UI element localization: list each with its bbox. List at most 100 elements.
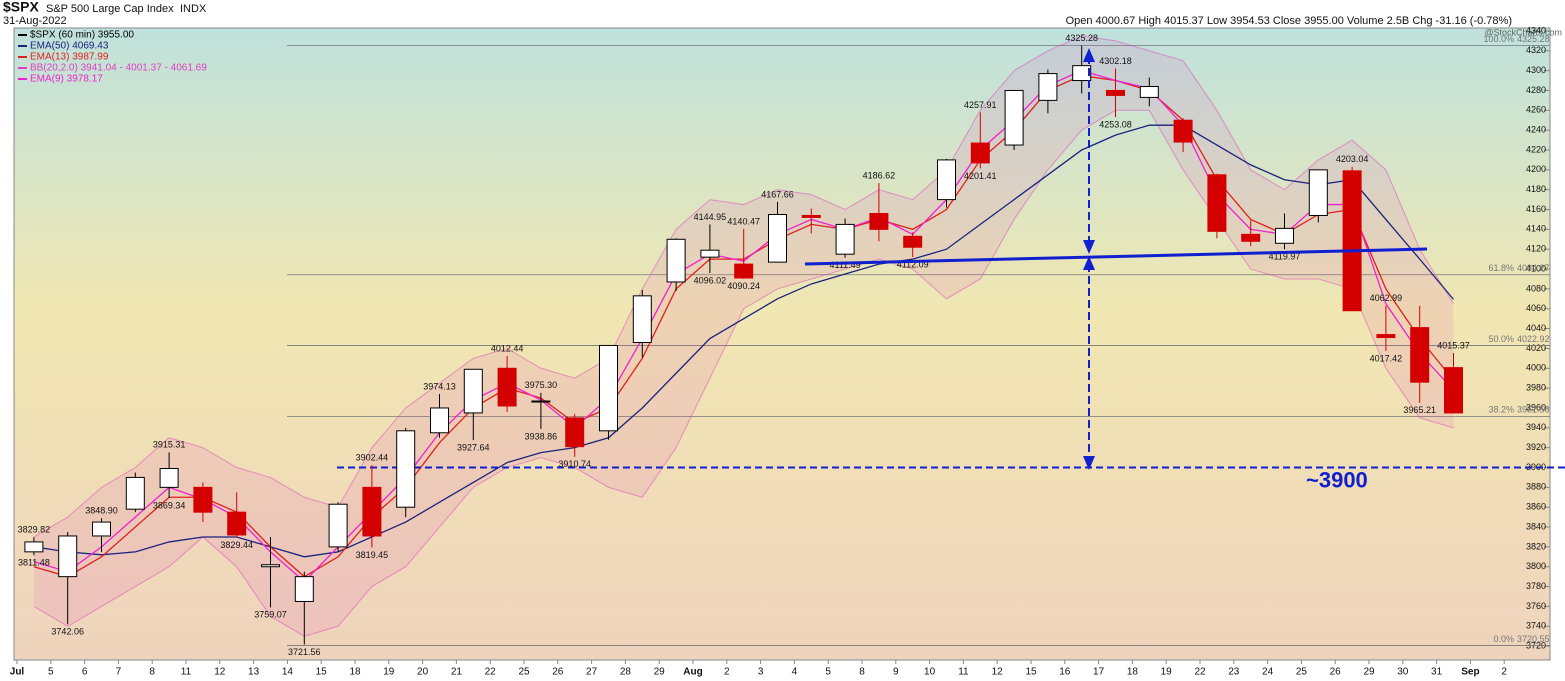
low-label: 3938.86 xyxy=(525,431,558,441)
band-edge xyxy=(33,35,1454,538)
candle-body xyxy=(58,535,78,578)
legend-label: BB(20,2.0) 3941.04 - 4001.37 - 4061.69 xyxy=(30,63,207,74)
x-tick-label: 4 xyxy=(792,667,798,678)
x-tick-label: Sep xyxy=(1461,667,1479,678)
x-tick-label: 12 xyxy=(992,667,1004,678)
candle-body xyxy=(430,407,449,434)
x-tick-label: 25 xyxy=(518,667,530,678)
low-label: 3819.45 xyxy=(356,550,389,560)
candle-body xyxy=(768,213,787,263)
y-tick-label: 3840 xyxy=(1526,521,1546,531)
high-label: 4302.18 xyxy=(1099,56,1132,66)
legend-label: EMA(50) 4069.43 xyxy=(30,41,109,52)
low-label: 3927.64 xyxy=(457,442,490,452)
candle-body xyxy=(1376,334,1396,339)
legend-label: $SPX (60 min) 3955.00 xyxy=(30,30,134,41)
y-tick-label: 3880 xyxy=(1526,482,1546,492)
high-label: 4144.95 xyxy=(694,212,727,222)
y-tick-label: 3780 xyxy=(1526,581,1546,591)
legend-label: EMA(9) 3978.17 xyxy=(30,74,103,85)
candle-body xyxy=(1410,327,1430,383)
candle-body xyxy=(24,541,44,553)
candle-body xyxy=(835,223,855,255)
y-tick-label: 4180 xyxy=(1526,184,1546,194)
candle-body xyxy=(970,142,990,164)
high-label: 4186.62 xyxy=(863,170,896,180)
high-label: 4257.91 xyxy=(964,100,997,110)
y-tick-label: 4000 xyxy=(1526,363,1546,373)
candle-body xyxy=(1106,89,1125,96)
x-tick-label: 29 xyxy=(654,667,666,678)
x-tick-label: 26 xyxy=(552,667,564,678)
subtitle: S&P 500 Large Cap Index xyxy=(46,3,174,15)
low-label: 3965.21 xyxy=(1403,405,1436,415)
candle-body xyxy=(666,238,686,283)
x-tick-label: 9 xyxy=(893,667,899,678)
candle-body xyxy=(1308,169,1328,216)
x-tick-label: 13 xyxy=(248,667,260,678)
x-tick-label: Aug xyxy=(683,667,702,678)
candle-body xyxy=(463,368,483,414)
y-tick-label: 4240 xyxy=(1526,125,1546,135)
candle-body xyxy=(565,417,585,448)
x-tick-label: 20 xyxy=(417,667,429,678)
exchange: INDX xyxy=(180,3,207,15)
y-tick-label: 4280 xyxy=(1526,85,1546,95)
x-tick-label: 17 xyxy=(1093,667,1105,678)
candle-body xyxy=(531,400,551,403)
candle-body xyxy=(497,367,517,407)
high-label: 3915.31 xyxy=(153,440,186,450)
low-label: 4201.41 xyxy=(964,171,997,181)
date: 31-Aug-2022 xyxy=(3,15,67,27)
x-tick-label: 10 xyxy=(924,667,936,678)
y-tick-label: 4320 xyxy=(1526,45,1546,55)
y-tick-label: 3940 xyxy=(1526,422,1546,432)
candle-body xyxy=(700,249,720,258)
low-label: 3811.48 xyxy=(18,558,50,568)
candle-body xyxy=(1038,73,1058,101)
trend-line xyxy=(804,247,1428,266)
x-tick-label: 24 xyxy=(1262,667,1274,678)
x-tick-label: 8 xyxy=(149,667,155,678)
x-tick-label: 2 xyxy=(724,667,730,678)
annotations xyxy=(804,48,1428,470)
y-tick-label: 4040 xyxy=(1526,323,1546,333)
candle-body xyxy=(125,476,145,510)
candle-body xyxy=(193,486,213,513)
x-tick-label: 5 xyxy=(48,667,54,678)
low-label: 3829.44 xyxy=(220,540,253,550)
legend-label: EMA(13) 3987.99 xyxy=(30,52,109,63)
high-label: 4062.99 xyxy=(1370,293,1403,303)
y-tick-label: 4340 xyxy=(1526,25,1546,35)
high-label: 3902.44 xyxy=(356,452,389,462)
fib-label: 50.0% xyxy=(1488,334,1514,344)
high-label: 4012.44 xyxy=(491,343,524,353)
candle-body xyxy=(937,159,956,201)
fib-value: 4325.28 xyxy=(1517,34,1550,44)
y-tick-label: 4020 xyxy=(1526,343,1546,353)
low-label: 4112.09 xyxy=(897,259,929,269)
candle-body xyxy=(159,467,179,488)
low-label: 3910.74 xyxy=(558,459,591,469)
fib-value: 4022.92 xyxy=(1517,334,1550,344)
x-tick-label: 8 xyxy=(859,667,865,678)
low-label: 3742.06 xyxy=(51,627,84,637)
y-tick-label: 3920 xyxy=(1526,442,1546,452)
x-tick-label: 23 xyxy=(1228,667,1240,678)
high-label: 4325.28 xyxy=(1065,33,1098,43)
candle-body xyxy=(1072,65,1092,82)
low-label: 4090.24 xyxy=(727,281,760,291)
arrow-head xyxy=(1083,456,1095,470)
target-label: ~3900 xyxy=(1306,467,1368,492)
y-tick-label: 3900 xyxy=(1526,462,1546,472)
candle-body xyxy=(261,564,280,568)
low-label: 4253.08 xyxy=(1099,120,1132,130)
y-tick-label: 4120 xyxy=(1526,244,1546,254)
x-tick-label: 30 xyxy=(1397,667,1409,678)
x-tick-label: Jul xyxy=(10,667,25,678)
x-tick-label: 18 xyxy=(1127,667,1139,678)
x-tick-label: 27 xyxy=(586,667,598,678)
x-tick-label: 22 xyxy=(485,667,497,678)
band-fill xyxy=(33,35,1454,637)
candle-body xyxy=(599,344,618,432)
